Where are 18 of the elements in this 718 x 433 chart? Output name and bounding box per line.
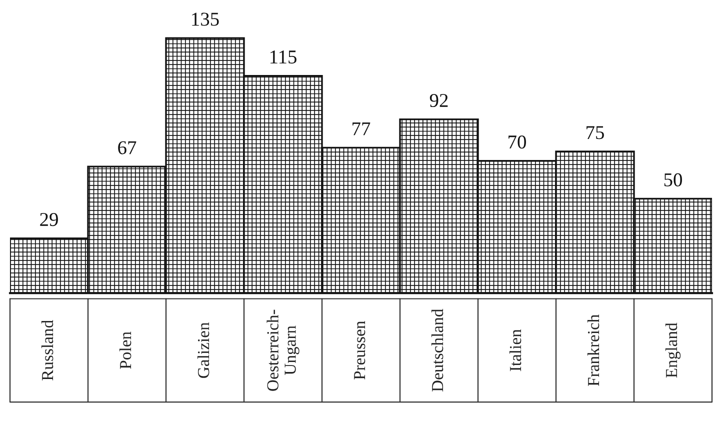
data-label: 115 <box>270 50 296 64</box>
x-tick-label: Preussen <box>354 321 366 380</box>
data-label: 29 <box>40 212 58 226</box>
data-label: 77 <box>352 122 370 136</box>
data-label: 67 <box>118 141 136 154</box>
x-tick-label: England <box>665 322 681 378</box>
x-tick-label: Oesterreich- Ungarn <box>266 310 300 391</box>
x-tick-label: Frankreich <box>587 314 600 386</box>
x-tick-label: Italien <box>509 329 522 372</box>
x-tick-label: Deutschland <box>431 308 444 392</box>
x-tick-label: Galizien <box>197 322 210 378</box>
data-label: 135 <box>192 12 219 26</box>
data-label: 92 <box>430 94 448 108</box>
x-tick-label: Polen <box>119 332 132 369</box>
x-tick-label: Russland <box>41 320 54 380</box>
data-label: 50 <box>664 173 682 186</box>
data-label: 75 <box>586 126 604 140</box>
data-label: 70 <box>508 135 526 149</box>
